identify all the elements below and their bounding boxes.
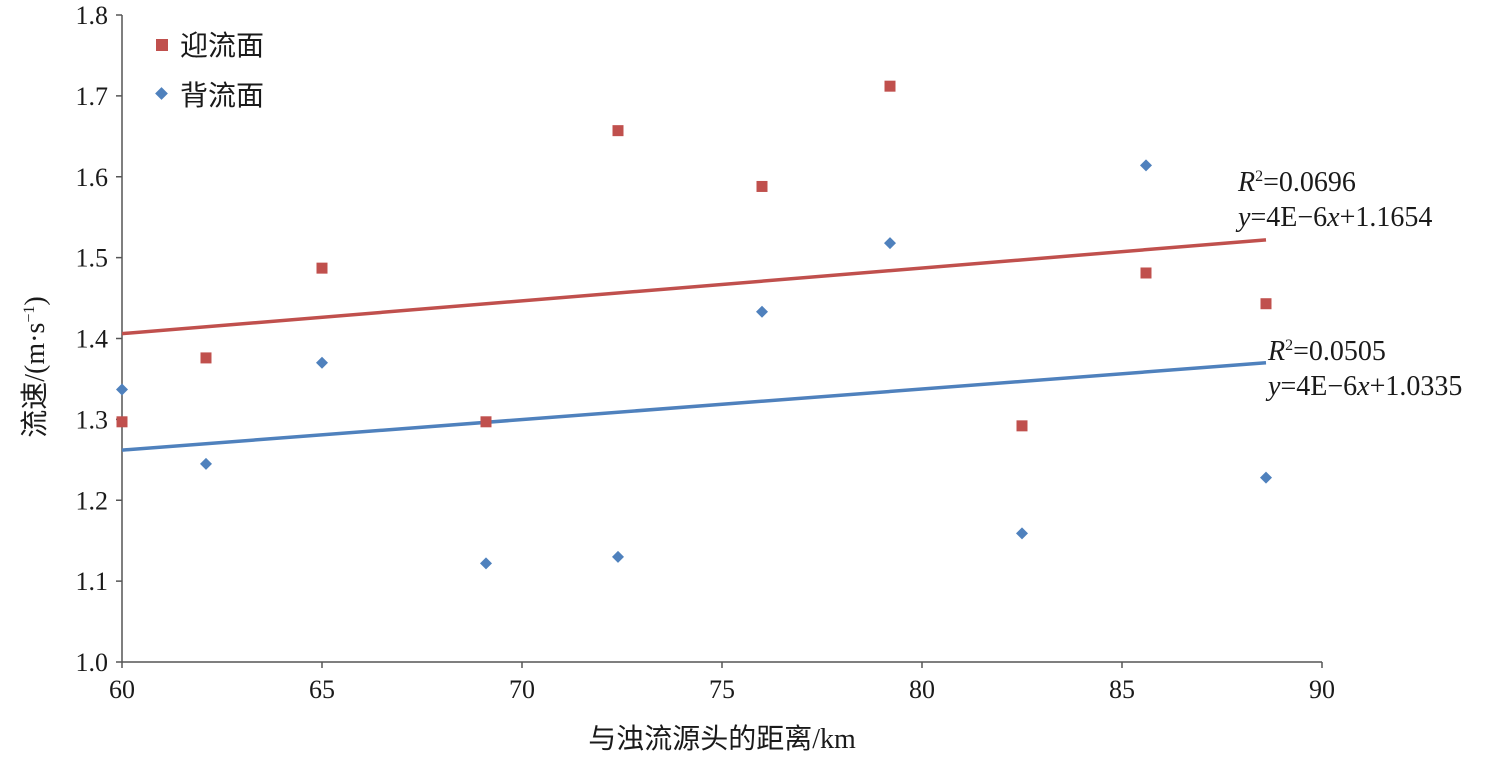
point-upwind <box>756 180 768 192</box>
x-tick-label: 85 <box>1109 675 1135 704</box>
y-tick-label: 1.5 <box>76 244 109 273</box>
x-axis-title: 与浊流源头的距离/km <box>588 723 856 755</box>
point-downwind <box>316 356 328 369</box>
x-tick-label: 70 <box>509 675 535 704</box>
legend: 迎流面 背流面 <box>155 30 264 112</box>
legend-label-downwind: 背流面 <box>180 80 264 112</box>
y-tick-label: 1.2 <box>76 486 109 515</box>
trendline-annotations: R2=0.0696 y=4E−6x+1.1654 R2=0.0505 y=4E−… <box>1235 167 1462 402</box>
x-tick-label: 80 <box>909 675 935 704</box>
y-tick-label: 1.7 <box>76 82 109 111</box>
point-upwind <box>1260 298 1272 310</box>
x-tick-label: 65 <box>309 675 335 704</box>
annotation-r2-upwind: R2=0.0696 <box>1237 167 1356 198</box>
point-downwind <box>612 550 624 563</box>
x-tick-label: 60 <box>109 675 135 704</box>
annotation-equation-upwind: y=4E−6x+1.1654 <box>1235 202 1432 233</box>
y-tick-label: 1.3 <box>76 405 109 434</box>
point-upwind <box>116 416 128 428</box>
point-downwind <box>756 305 768 318</box>
trendlines <box>121 238 1267 452</box>
point-downwind <box>884 237 896 250</box>
point-upwind <box>884 80 896 92</box>
point-downwind <box>1140 159 1152 172</box>
point-downwind <box>1016 527 1028 540</box>
y-tick-label: 1.6 <box>76 163 109 192</box>
y-tick-label: 1.8 <box>76 1 109 30</box>
y-tick-label: 1.1 <box>76 567 109 596</box>
point-upwind <box>612 125 624 137</box>
trendline-upwind <box>121 238 1267 336</box>
x-tick-label: 75 <box>709 675 735 704</box>
point-downwind <box>200 457 212 470</box>
legend-label-upwind: 迎流面 <box>180 30 264 62</box>
trendline-downwind <box>121 361 1267 452</box>
point-upwind <box>1016 420 1028 432</box>
x-tick-label: 90 <box>1309 675 1335 704</box>
axes: 1.0 1.1 1.2 1.3 1.4 1.5 1.6 1.7 1.8 60 65 70 75 80 85 9… <box>76 1 1336 704</box>
point-upwind <box>200 352 212 364</box>
legend-marker-upwind <box>156 39 168 51</box>
point-downwind <box>116 383 128 396</box>
annotation-equation-downwind: y=4E−6x+1.0335 <box>1265 371 1462 402</box>
annotation-r2-downwind: R2=0.0505 <box>1267 336 1386 367</box>
y-axis-title: 流速/(m·s−1) <box>19 296 51 437</box>
point-upwind <box>316 262 328 274</box>
y-tick-label: 1.4 <box>76 325 109 354</box>
point-downwind <box>480 557 492 570</box>
legend-marker-downwind <box>155 87 168 100</box>
y-tick-label: 1.0 <box>76 648 109 677</box>
point-downwind <box>1260 471 1272 484</box>
point-upwind <box>1140 267 1152 279</box>
point-upwind <box>480 416 492 428</box>
data-points <box>116 80 1272 570</box>
